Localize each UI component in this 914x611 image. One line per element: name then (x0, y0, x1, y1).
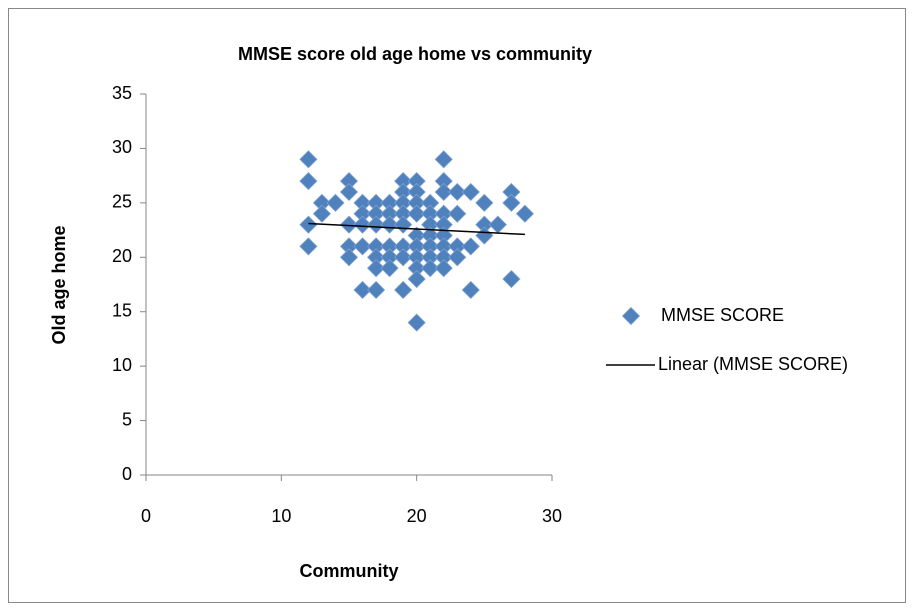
point (394, 215, 413, 234)
point (434, 182, 453, 202)
point (353, 280, 372, 300)
point (434, 150, 453, 169)
point (502, 193, 521, 212)
point (367, 215, 386, 234)
legend-label: Linear (MMSE SCORE) (658, 354, 848, 374)
point (434, 259, 453, 278)
x-tick-label: 10 (271, 506, 291, 526)
point (353, 215, 372, 234)
point (367, 280, 386, 300)
y-tick-label: 30 (112, 137, 132, 157)
point (461, 182, 480, 202)
point (367, 259, 386, 278)
point (502, 269, 521, 289)
chart-border (8, 8, 906, 603)
point (421, 259, 440, 278)
point (461, 237, 480, 256)
point (312, 204, 331, 223)
point (515, 204, 534, 223)
point (299, 215, 318, 234)
point (448, 248, 467, 267)
x-tick-label: 0 (141, 506, 151, 526)
y-tick-label: 20 (112, 246, 132, 266)
x-tick-label: 30 (542, 506, 562, 526)
y-tick-label: 5 (122, 409, 132, 429)
point (326, 193, 345, 212)
x-axis-label: Community (300, 561, 399, 581)
point (339, 248, 359, 267)
point (407, 269, 426, 289)
point (380, 259, 399, 278)
point (339, 215, 359, 234)
point (394, 248, 413, 267)
y-axis-label: Old age home (49, 225, 69, 344)
point (299, 172, 318, 191)
x-tick-label: 20 (407, 506, 427, 526)
point (407, 313, 426, 332)
y-tick-label: 15 (112, 300, 132, 320)
y-tick-label: 35 (112, 83, 132, 103)
point (407, 204, 426, 223)
trendline (308, 222, 525, 236)
point (353, 237, 372, 256)
point (380, 215, 399, 234)
point (461, 280, 480, 300)
point (394, 280, 413, 300)
point (299, 150, 318, 169)
point (448, 182, 467, 202)
chart-title: MMSE score old age home vs community (238, 44, 592, 64)
y-tick-label: 10 (112, 355, 132, 375)
point (475, 193, 494, 212)
legend-label: MMSE SCORE (661, 305, 784, 325)
y-tick-label: 0 (122, 464, 132, 484)
y-tick-label: 25 (112, 192, 132, 212)
point (448, 204, 467, 223)
point (339, 182, 359, 202)
legend-marker (621, 306, 641, 326)
point (299, 237, 318, 256)
